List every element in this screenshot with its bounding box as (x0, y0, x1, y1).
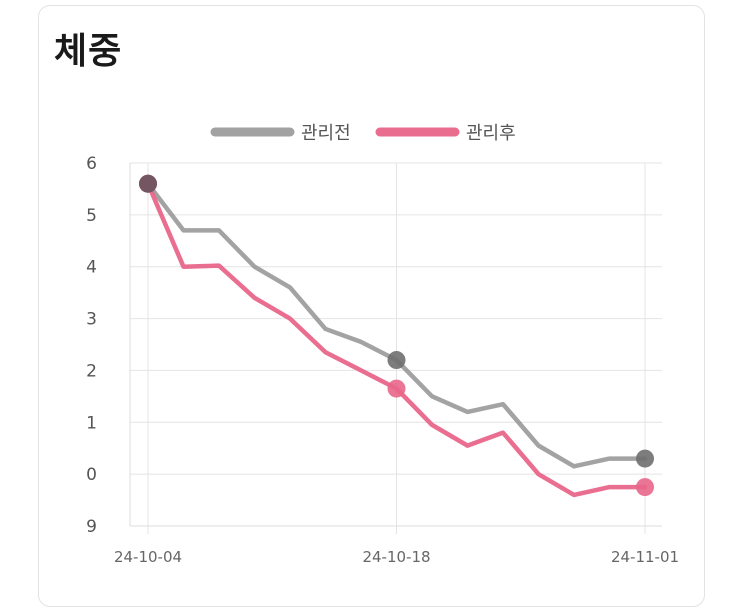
legend[interactable]: 관리전 관리후 (210, 123, 516, 144)
weight-line-chart: 9 0 1 2 3 4 5 6 24-10-04 24-10-18 24-11-01 관리전 관리후 (86, 123, 679, 566)
series-marker-2 (387, 379, 406, 398)
y-axis-ticks: 9 0 1 2 3 4 5 6 (86, 154, 97, 537)
y-tick-label: 6 (86, 154, 97, 174)
y-tick-label: 2 (86, 361, 97, 381)
x-tick-label: 24-11-01 (611, 548, 679, 566)
series-marker-1 (387, 351, 406, 370)
series-markers (139, 174, 654, 497)
x-tick-label: 24-10-18 (362, 548, 430, 566)
chart-card (38, 5, 705, 607)
overlap-marker (139, 174, 157, 193)
series-marker-2 (636, 478, 654, 497)
x-axis-ticks: 24-10-04 24-10-18 24-11-01 (114, 548, 679, 566)
y-tick-label: 3 (86, 310, 97, 330)
legend-label-2: 관리후 (466, 123, 516, 144)
y-tick-label: 5 (86, 206, 97, 226)
card-title: 체중 (54, 31, 123, 72)
y-tick-label: 1 (86, 413, 97, 433)
grid-lines (129, 162, 662, 534)
y-tick-label: 0 (86, 465, 97, 485)
series-marker-1 (636, 449, 654, 468)
x-tick-label: 24-10-04 (114, 548, 182, 566)
legend-label-1: 관리전 (301, 123, 351, 144)
y-tick-label: 4 (86, 258, 97, 278)
y-tick-label: 9 (86, 517, 97, 537)
